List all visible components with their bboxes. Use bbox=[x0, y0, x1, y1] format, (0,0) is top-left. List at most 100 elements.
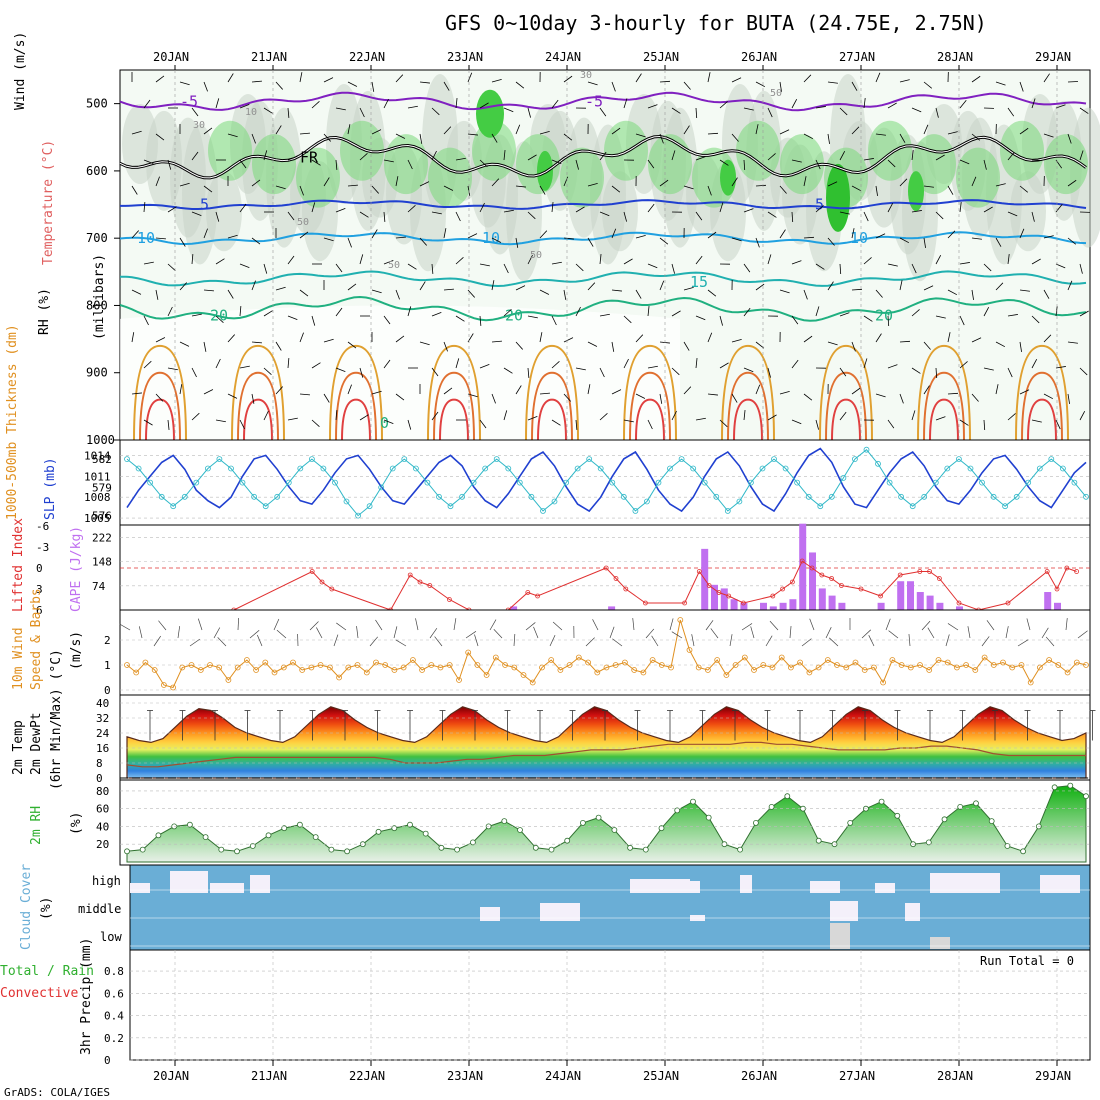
wind-barb bbox=[299, 132, 310, 135]
wind-barb bbox=[143, 360, 152, 369]
wind-speed-line-marker bbox=[336, 674, 343, 681]
wind-barb bbox=[1079, 367, 1088, 376]
wind-barb bbox=[263, 310, 273, 317]
wind-speed-line-marker bbox=[290, 659, 296, 666]
thickness-line-marker bbox=[308, 456, 315, 463]
wind-barb bbox=[143, 202, 146, 213]
wind-barb bbox=[683, 287, 694, 291]
isotherm-label: 0 bbox=[380, 414, 389, 432]
wind-barb bbox=[455, 157, 466, 161]
wind-barb bbox=[551, 159, 562, 165]
label-thickness: 1000-500mb Thickness (dm) bbox=[5, 324, 20, 520]
cloud-block bbox=[130, 883, 150, 893]
wind-barb bbox=[887, 364, 898, 369]
wind-speed-line-marker bbox=[363, 669, 370, 676]
wind-barb bbox=[947, 332, 951, 343]
wind-barb bbox=[671, 410, 677, 421]
wind-barb bbox=[575, 306, 581, 317]
wind-barb bbox=[911, 263, 917, 274]
wind-speed-line-marker bbox=[944, 659, 951, 666]
wind-barb bbox=[179, 341, 190, 347]
temperature-contour bbox=[635, 398, 665, 441]
wind-barb bbox=[911, 210, 922, 213]
isotherm-line bbox=[119, 91, 1087, 112]
wind-barb bbox=[503, 367, 513, 374]
wind-speed-line-marker bbox=[566, 662, 573, 668]
wind-barb bbox=[143, 159, 154, 164]
wind-barb bbox=[647, 306, 650, 317]
precip-tick-label: 0.8 bbox=[104, 965, 124, 978]
wind-barb bbox=[645, 628, 655, 639]
label-wind: Wind (m/s) bbox=[13, 32, 28, 110]
temperature-contour bbox=[819, 344, 873, 441]
wind-speed-line-marker bbox=[1055, 662, 1062, 668]
cape-bar bbox=[809, 552, 816, 610]
wind-barb bbox=[551, 261, 562, 265]
wind-barb bbox=[287, 358, 290, 369]
cross-section-panel: -5 -5 FR 5 5 10 10 10 15 20 20 20 0 30 10 50 50 50 30 50 50… bbox=[13, 32, 1100, 447]
wind-barb bbox=[539, 131, 550, 135]
wind-barb bbox=[191, 313, 202, 317]
wind-barb bbox=[513, 634, 516, 647]
wind-barb bbox=[527, 367, 530, 378]
wind-barb bbox=[923, 124, 929, 135]
wind-barb bbox=[138, 626, 143, 639]
wind-barb bbox=[1067, 81, 1079, 83]
wind-speed-line-marker bbox=[299, 667, 306, 673]
li-marker bbox=[329, 586, 335, 592]
date-top-label: 24JAN bbox=[545, 50, 581, 64]
date-bottom-label: 21JAN bbox=[251, 1069, 287, 1083]
wind-barb bbox=[155, 337, 166, 343]
wind-speed-line-marker bbox=[1000, 659, 1006, 666]
temperature-contour bbox=[825, 371, 867, 441]
wind-barb bbox=[215, 358, 221, 369]
wind-barb bbox=[179, 282, 187, 291]
wind-barb bbox=[731, 393, 738, 403]
wind-barb bbox=[1019, 389, 1030, 395]
wind-barb bbox=[947, 185, 954, 195]
cape-bar bbox=[916, 592, 924, 610]
wind-barb bbox=[599, 413, 608, 421]
wind-barb bbox=[491, 280, 495, 291]
cape-bar bbox=[799, 523, 807, 610]
wind-barb bbox=[947, 289, 958, 296]
wind-speed-line-marker bbox=[409, 657, 416, 663]
date-bottom-label: 20JAN bbox=[153, 1069, 189, 1083]
wind-barb bbox=[1041, 627, 1049, 639]
wind-barb bbox=[803, 393, 813, 401]
wind-barb bbox=[707, 332, 713, 343]
label-cloud-cover: Cloud Cover bbox=[19, 864, 34, 950]
wind-barb bbox=[875, 333, 882, 343]
temperature-contour bbox=[537, 398, 567, 441]
wind-barb bbox=[779, 391, 790, 395]
wind-barb bbox=[215, 98, 220, 109]
wind-barb bbox=[407, 306, 412, 317]
rh-marker bbox=[438, 844, 445, 851]
wind-barb bbox=[599, 211, 610, 217]
wind-barb bbox=[515, 124, 521, 135]
wind-barb bbox=[455, 315, 465, 322]
wind-speed-line-marker bbox=[474, 662, 481, 668]
wind-barb bbox=[419, 81, 430, 84]
pressure-tick-label: 900 bbox=[86, 366, 108, 380]
wind-speed-line-marker bbox=[345, 664, 352, 671]
wind-barb bbox=[995, 341, 1006, 348]
rh-marker bbox=[234, 848, 240, 855]
wind-speed-line-marker bbox=[898, 662, 905, 668]
wind-barb bbox=[971, 337, 982, 343]
wind-barb bbox=[515, 237, 519, 248]
cape-bar bbox=[720, 588, 728, 610]
thickness-line-marker bbox=[586, 456, 593, 463]
wind-barb bbox=[659, 80, 671, 83]
thickness-line-marker bbox=[239, 479, 246, 486]
li-marker bbox=[706, 583, 712, 588]
wind-barb bbox=[431, 150, 437, 161]
wind-barb bbox=[155, 237, 166, 240]
wind-barb bbox=[419, 133, 423, 144]
wind-barb bbox=[1007, 314, 1018, 317]
thickness-line-marker bbox=[285, 479, 292, 486]
wind-barb bbox=[695, 211, 703, 221]
wind-barb bbox=[803, 335, 813, 343]
temperature-contour bbox=[237, 371, 279, 441]
wind-barb bbox=[1019, 341, 1022, 352]
